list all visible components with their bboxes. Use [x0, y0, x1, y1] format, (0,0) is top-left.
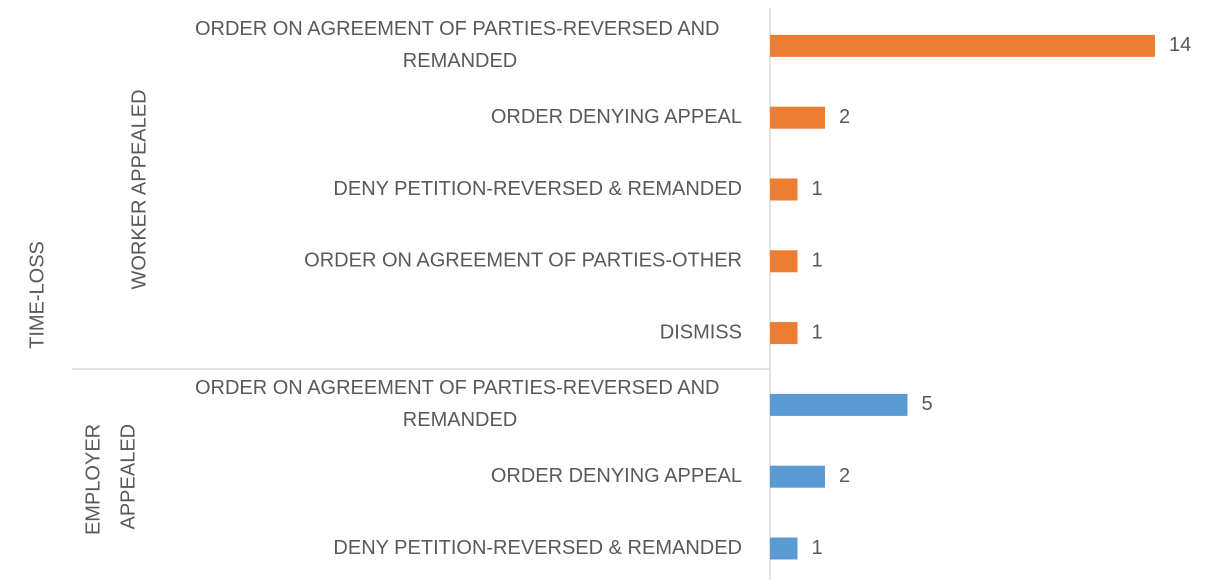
- data-label: 1: [812, 178, 823, 200]
- subgroup-label: WORKER APPEALED: [128, 89, 150, 289]
- data-label: 1: [812, 321, 823, 343]
- category-label: DENY PETITION-REVERSED & REMANDED: [333, 178, 742, 200]
- data-label: 2: [839, 106, 850, 128]
- bar: [770, 465, 825, 488]
- category-label: DISMISS: [660, 321, 742, 343]
- category-label: DENY PETITION-REVERSED & REMANDED: [333, 537, 742, 559]
- category-label: ORDER ON AGREEMENT OF PARTIES-REVERSED A…: [195, 18, 725, 72]
- category-label: ORDER ON AGREEMENT OF PARTIES-OTHER: [304, 250, 742, 272]
- data-label: 14: [1169, 34, 1191, 56]
- data-label: 1: [812, 250, 823, 272]
- group-label: TIME-LOSS: [26, 241, 48, 349]
- subgroup-label: EMPLOYER APPEALED: [83, 418, 140, 535]
- category-label: ORDER DENYING APPEAL: [491, 465, 742, 487]
- bar: [770, 250, 798, 273]
- bar: [770, 34, 1155, 57]
- category-label: ORDER ON AGREEMENT OF PARTIES-REVERSED A…: [195, 377, 725, 431]
- bar: [770, 537, 798, 560]
- data-label: 2: [839, 465, 850, 487]
- bar: [770, 106, 825, 129]
- bar: [770, 322, 798, 345]
- bar: [770, 178, 798, 201]
- data-label: 1: [812, 537, 823, 559]
- category-label: ORDER DENYING APPEAL: [491, 106, 742, 128]
- data-label: 5: [922, 393, 933, 415]
- bar: [770, 393, 908, 416]
